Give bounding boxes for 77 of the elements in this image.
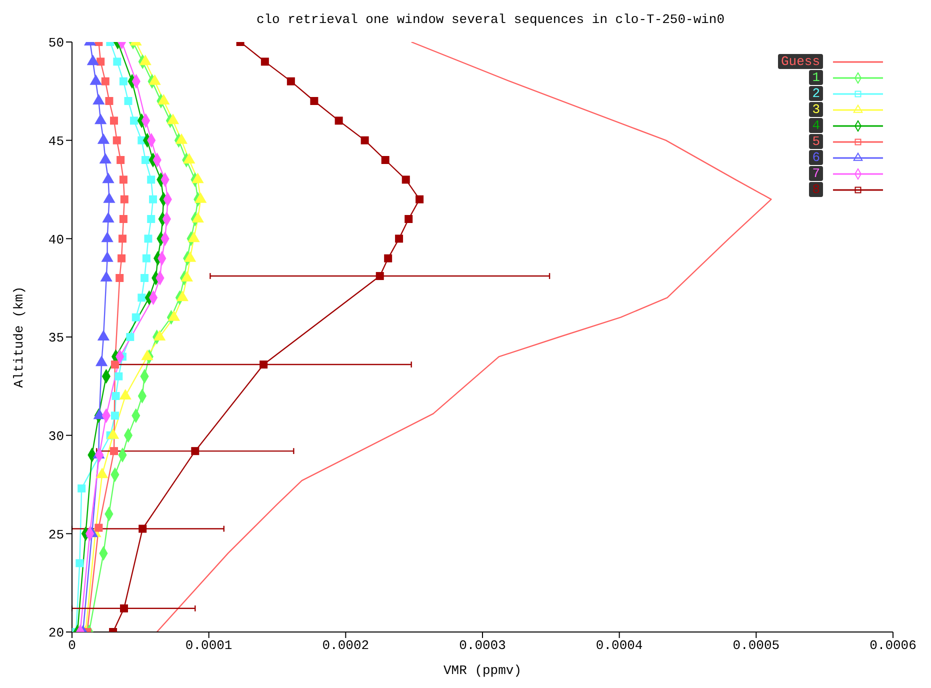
point <box>142 254 150 262</box>
point <box>404 215 413 223</box>
line-series <box>156 42 772 632</box>
point <box>260 360 268 369</box>
legend-label: 1 <box>809 70 823 85</box>
point <box>110 116 118 125</box>
point <box>76 559 84 568</box>
point <box>286 77 295 86</box>
point <box>101 77 110 86</box>
x-tick-label: 0.0003 <box>459 638 506 654</box>
y-tick-label: 25 <box>48 527 64 542</box>
chart-title: clo retrieval one window several sequences in clo-T-250-win0 <box>255 12 726 27</box>
point <box>376 272 384 280</box>
point <box>120 195 128 204</box>
point <box>78 484 86 492</box>
y-tick-label: 50 <box>48 36 64 51</box>
point <box>114 372 123 380</box>
point <box>116 274 124 282</box>
point <box>120 604 128 612</box>
point <box>118 234 126 243</box>
x-tick-label: 0.0001 <box>185 638 232 654</box>
point <box>110 360 119 369</box>
point <box>144 234 152 243</box>
legend-label: 7 <box>809 166 823 181</box>
point <box>138 294 146 302</box>
point <box>384 254 392 262</box>
point <box>416 195 424 204</box>
point <box>149 195 158 204</box>
x-axis-title: VMR (ppmv) <box>443 663 522 678</box>
x-tick-label: 0.0002 <box>322 638 370 654</box>
legend-label: 4 <box>809 118 823 133</box>
legend-label: 2 <box>809 86 823 101</box>
legend-label: 3 <box>809 102 823 117</box>
x-tick-label: 0.0005 <box>732 638 780 654</box>
point <box>147 176 156 184</box>
point <box>112 136 121 144</box>
point <box>402 176 410 184</box>
point <box>147 215 156 223</box>
point <box>118 254 126 262</box>
point <box>140 274 149 282</box>
point <box>94 524 103 532</box>
point <box>110 412 119 420</box>
point <box>191 447 200 456</box>
point <box>96 58 105 66</box>
point <box>116 156 125 164</box>
x-tick-label: 0.0006 <box>870 638 916 654</box>
y-tick-label: 20 <box>48 626 64 641</box>
point <box>260 58 269 66</box>
point <box>141 156 150 164</box>
point <box>124 97 132 105</box>
legend-label: Guess <box>778 54 823 69</box>
point <box>130 116 138 125</box>
point <box>138 524 147 533</box>
y-tick-label: 45 <box>48 134 64 149</box>
y-tick-label: 35 <box>48 330 64 346</box>
legend-label: 6 <box>809 150 823 165</box>
y-tick-label: 40 <box>48 232 64 248</box>
point <box>105 97 114 105</box>
point <box>110 447 118 456</box>
point <box>381 156 390 164</box>
point <box>395 234 404 243</box>
point <box>310 97 318 105</box>
point <box>119 77 128 86</box>
point <box>112 392 120 400</box>
point <box>132 313 140 322</box>
legend-label: 8 <box>809 182 823 197</box>
point <box>113 58 122 66</box>
y-axis-title: Altitude (km) <box>12 286 27 388</box>
x-tick-label: 0 <box>68 638 76 654</box>
point <box>119 176 128 184</box>
point <box>334 116 343 125</box>
point <box>360 136 369 144</box>
legend-label: 5 <box>809 134 823 149</box>
y-tick-label: 30 <box>48 428 64 444</box>
x-tick-label: 0.0004 <box>596 638 643 654</box>
point <box>119 215 128 223</box>
point <box>126 333 134 341</box>
